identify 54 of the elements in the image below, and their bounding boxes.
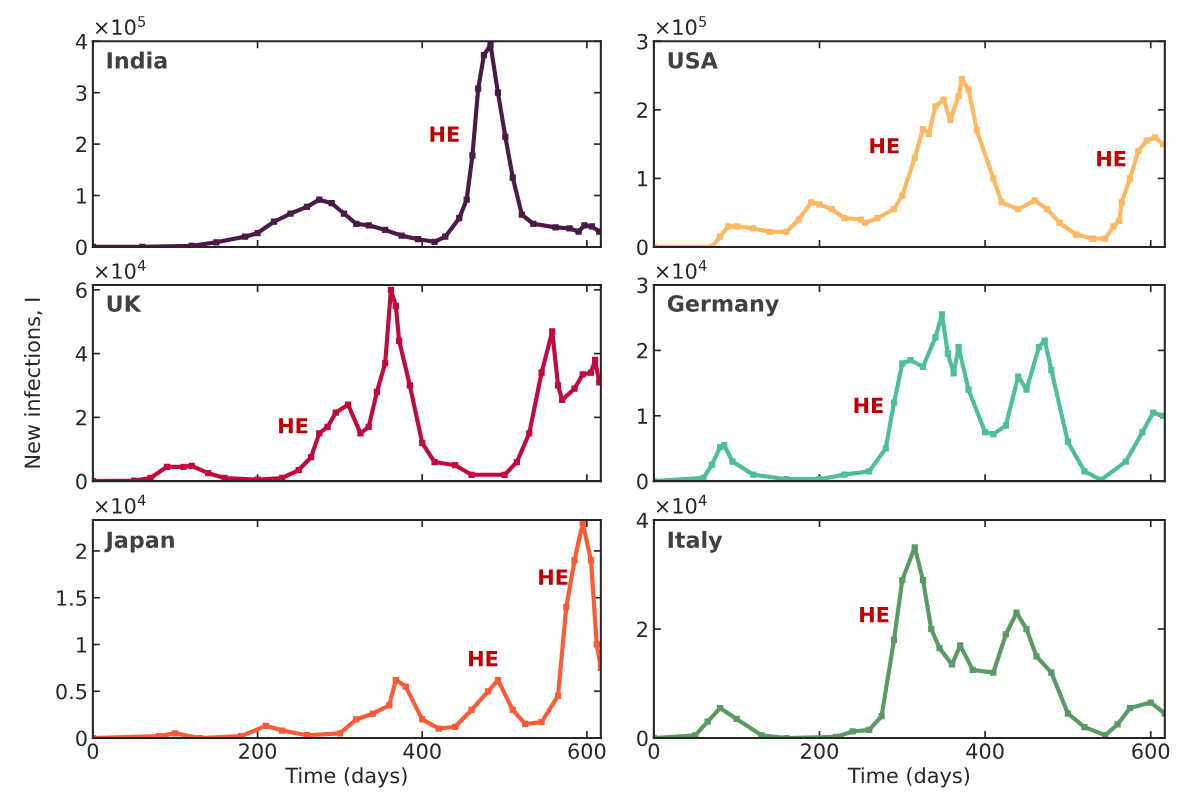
x-tick-label: 400 <box>403 743 441 760</box>
y-tick-label: 2 <box>76 409 86 426</box>
y-tick-label: 0 <box>76 239 87 256</box>
x-tick-label: 600 <box>1132 743 1170 760</box>
text: ×10$^{4}$ <box>656 260 707 279</box>
y-tick-label: 4 <box>75 34 87 50</box>
x-axis-title: Time (days) <box>285 767 407 788</box>
y-tick-label: 0.5 <box>56 683 87 700</box>
annotation: HE <box>469 650 498 667</box>
y-tick-label: 3 <box>637 33 648 50</box>
y-axis-title: New infections, I <box>24 298 43 468</box>
x-axis-title: Time (days) <box>847 767 970 788</box>
y-tick-label: 6 <box>76 282 87 299</box>
annotation: HE <box>870 138 899 154</box>
y-tick-label: 0 <box>637 473 648 490</box>
annotation: HE <box>860 606 889 623</box>
text: ×10$^{5}$ <box>656 16 707 36</box>
x-tick-label: 200 <box>801 743 838 760</box>
x-tick-label: 400 <box>966 743 1004 760</box>
chart-title: UK <box>107 295 142 313</box>
y-tick-label: 4 <box>75 346 87 362</box>
chart-title: USA <box>668 51 718 69</box>
x-tick-label: 200 <box>239 743 277 760</box>
annotation: HE <box>539 569 568 585</box>
y-tick-label: 1.5 <box>57 590 87 606</box>
y-tick-label: 1 <box>77 188 87 204</box>
y-tick-label: 0 <box>637 730 648 747</box>
y-tick-label: 0 <box>76 473 87 490</box>
chart-title: Italy <box>668 530 723 553</box>
y-tick-label: 1 <box>77 637 87 653</box>
x-tick-label: 600 <box>568 743 606 760</box>
chart-title: Germany <box>667 295 779 317</box>
y-tick-label: 2 <box>76 136 86 153</box>
annotation: HE <box>430 126 459 142</box>
text: ×10$^{5}$ <box>95 16 146 36</box>
y-tick-label: 2 <box>637 342 647 359</box>
annotation: HE <box>1097 151 1126 167</box>
y-tick-label: 3 <box>76 85 87 101</box>
y-tick-label: 3 <box>637 277 648 294</box>
chart-title: Japan <box>104 531 174 553</box>
annotation: HE <box>279 418 308 434</box>
text: ×10$^{4}$ <box>95 494 146 514</box>
y-tick-label: 0 <box>637 239 648 256</box>
y-tick-label: 4 <box>636 512 648 528</box>
y-tick-label: 2 <box>637 102 647 118</box>
y-tick-label: 1 <box>638 171 648 187</box>
y-tick-label: 1 <box>638 408 648 424</box>
text: ×10$^{4}$ <box>656 494 707 514</box>
text: ×10$^{4}$ <box>95 260 146 279</box>
annotation: HE <box>854 397 883 413</box>
y-tick-label: 2 <box>637 621 647 637</box>
y-tick-label: 0 <box>76 730 87 747</box>
chart-title: India <box>107 51 167 69</box>
y-tick-label: 2 <box>76 543 86 559</box>
